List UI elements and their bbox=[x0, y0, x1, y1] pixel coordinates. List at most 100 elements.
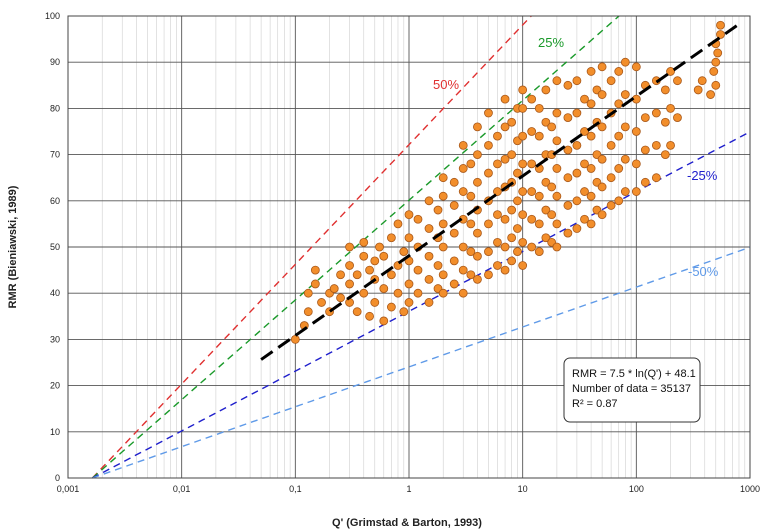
data-point bbox=[365, 265, 374, 275]
data-point bbox=[563, 145, 573, 155]
data-point bbox=[534, 247, 544, 257]
data-point bbox=[336, 293, 345, 303]
data-point bbox=[527, 187, 537, 196]
data-point bbox=[310, 265, 320, 275]
data-point bbox=[552, 108, 562, 118]
band-label-minus-25: -25% bbox=[687, 168, 718, 183]
data-point bbox=[466, 159, 476, 169]
plot-frame bbox=[67, 15, 751, 479]
y-tick-label: 50 bbox=[50, 242, 60, 252]
data-point bbox=[640, 145, 650, 155]
data-point bbox=[424, 196, 434, 206]
band-label-minus-50: -50% bbox=[688, 264, 719, 279]
stats-box-frame bbox=[563, 357, 701, 423]
data-point bbox=[345, 279, 354, 289]
data-point bbox=[345, 242, 354, 252]
data-point bbox=[359, 288, 369, 298]
data-point bbox=[518, 261, 528, 270]
data-point bbox=[660, 150, 670, 160]
data-point bbox=[527, 242, 537, 252]
data-point bbox=[606, 76, 616, 86]
data-point bbox=[493, 159, 502, 169]
data-point bbox=[651, 140, 661, 150]
data-point bbox=[386, 270, 396, 280]
data-point bbox=[404, 279, 414, 289]
data-point bbox=[563, 228, 573, 238]
data-point bbox=[563, 80, 573, 90]
data-point bbox=[513, 168, 522, 178]
data-point bbox=[484, 270, 493, 280]
data-point bbox=[365, 311, 374, 321]
data-point bbox=[572, 108, 582, 118]
data-point bbox=[507, 233, 517, 243]
data-point bbox=[597, 154, 607, 164]
data-point bbox=[620, 57, 630, 67]
data-point bbox=[552, 191, 562, 201]
data-point bbox=[597, 210, 607, 220]
data-point bbox=[507, 117, 517, 127]
data-point bbox=[513, 196, 522, 206]
data-point bbox=[500, 242, 510, 252]
y-tick-label: 0 bbox=[55, 473, 60, 483]
data-point bbox=[586, 131, 596, 141]
data-point bbox=[458, 140, 468, 150]
data-point bbox=[666, 104, 675, 113]
data-point bbox=[711, 80, 721, 90]
data-point bbox=[404, 298, 414, 307]
data-point bbox=[631, 159, 641, 169]
data-point bbox=[572, 140, 582, 150]
data-point bbox=[438, 219, 448, 229]
data-point bbox=[552, 136, 562, 146]
data-point bbox=[449, 279, 459, 289]
data-point bbox=[527, 159, 537, 169]
data-point bbox=[466, 247, 476, 257]
data-point bbox=[620, 90, 630, 99]
data-point bbox=[424, 224, 434, 233]
data-point bbox=[484, 108, 493, 118]
data-point bbox=[563, 173, 573, 183]
data-point bbox=[547, 210, 557, 220]
data-point bbox=[527, 127, 537, 136]
data-point bbox=[359, 251, 369, 261]
data-point bbox=[466, 219, 476, 229]
stats-box: RMR = 7.5 * ln(Q') + 48.1 Number of data… bbox=[563, 357, 701, 423]
data-point bbox=[527, 214, 537, 224]
data-point bbox=[534, 104, 544, 113]
data-point bbox=[336, 270, 345, 280]
data-point bbox=[541, 177, 551, 187]
data-point bbox=[438, 173, 448, 183]
data-point bbox=[552, 242, 562, 252]
data-point bbox=[507, 205, 517, 215]
data-point bbox=[586, 67, 596, 76]
data-point bbox=[640, 177, 650, 187]
data-point bbox=[413, 265, 423, 275]
data-point bbox=[473, 150, 482, 160]
data-point bbox=[493, 261, 502, 270]
data-point bbox=[466, 191, 476, 201]
data-point bbox=[660, 117, 670, 127]
data-point bbox=[614, 131, 624, 141]
data-point bbox=[303, 307, 313, 317]
data-point bbox=[433, 205, 443, 215]
data-point bbox=[541, 205, 551, 215]
data-point bbox=[572, 196, 582, 206]
data-point bbox=[500, 265, 510, 275]
data-point bbox=[572, 224, 582, 233]
data-point bbox=[345, 261, 354, 270]
data-point bbox=[597, 182, 607, 192]
data-point bbox=[493, 131, 502, 141]
data-point bbox=[614, 99, 624, 109]
data-point bbox=[438, 242, 448, 252]
data-point bbox=[424, 274, 434, 284]
data-point bbox=[586, 191, 596, 201]
data-point bbox=[614, 164, 624, 173]
data-point bbox=[458, 187, 468, 196]
data-point bbox=[413, 288, 423, 298]
x-tick-label: 0,1 bbox=[289, 484, 302, 494]
data-point bbox=[518, 237, 528, 247]
data-point bbox=[631, 127, 641, 136]
data-point bbox=[438, 191, 448, 201]
x-tick-label: 1000 bbox=[740, 484, 760, 494]
data-point bbox=[375, 242, 384, 252]
data-point bbox=[547, 182, 557, 192]
